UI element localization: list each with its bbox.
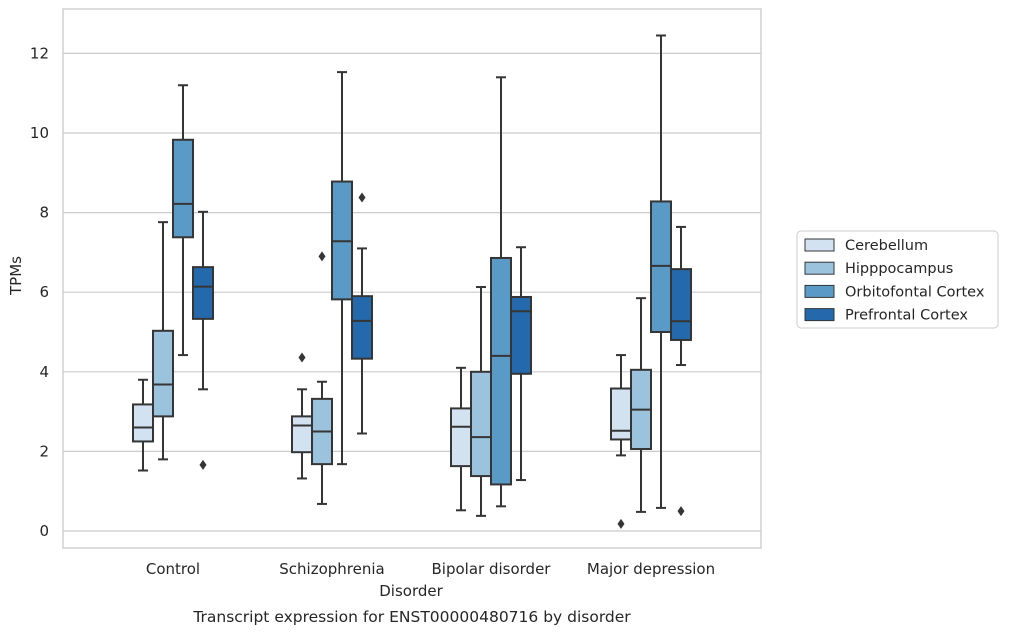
box-body — [610, 387, 632, 441]
box-orbitofontal-cortex — [172, 84, 194, 357]
y-tick-label: 0 — [39, 522, 49, 540]
box-hipppocampus — [152, 221, 174, 461]
y-tick-label: 4 — [39, 363, 49, 381]
box-body — [192, 266, 214, 320]
box-body — [510, 295, 532, 375]
box-prefrontal-cortex — [510, 246, 532, 482]
box-body — [490, 256, 512, 486]
outlier-point — [677, 506, 685, 517]
box-body — [132, 403, 154, 443]
outlier-point — [318, 251, 326, 262]
x-tick-label: Control — [146, 560, 200, 578]
legend-items: Cerebellum Hipppocampus Orbitofontal Corte… — [804, 238, 985, 324]
y-tick-label: 8 — [39, 204, 49, 222]
legend-swatch — [804, 261, 835, 275]
box-body — [670, 268, 692, 341]
box-hipppocampus — [470, 286, 492, 517]
box-orbitofontal-cortex — [490, 76, 512, 508]
box-body — [291, 415, 313, 454]
box-body — [470, 370, 492, 478]
box-prefrontal-cortex — [351, 192, 373, 435]
legend-label: Orbitofontal Cortex — [845, 284, 985, 300]
box-orbitofontal-cortex — [331, 71, 353, 466]
legend-frame — [796, 230, 999, 329]
box-body — [351, 295, 373, 360]
legend: Cerebellum Hipppocampus Orbitofontal Corte… — [796, 230, 999, 329]
box-prefrontal-cortex — [670, 225, 692, 517]
box-hipppocampus — [311, 251, 333, 505]
legend-swatch — [804, 284, 835, 298]
plot-frame — [62, 8, 762, 549]
box-body — [450, 407, 472, 468]
box-hipppocampus — [630, 297, 652, 513]
y-tick-label: 6 — [39, 283, 49, 301]
box-prefrontal-cortex — [192, 210, 214, 470]
box-cerebellum — [132, 378, 154, 472]
box-orbitofontal-cortex — [650, 34, 672, 509]
outlier-point — [358, 192, 366, 203]
x-axis-ticks: Control Schizophrenia Bipolar disorder Majo… — [146, 560, 715, 578]
legend-label: Cerebellum — [845, 238, 928, 254]
boxes — [132, 34, 692, 529]
x-tick-label: Schizophrenia — [279, 560, 384, 578]
x-tick-label: Bipolar disorder — [432, 560, 552, 578]
y-axis-label: TPMs — [7, 256, 25, 296]
x-tick-label: Major depression — [587, 560, 715, 578]
outlier-point — [199, 459, 207, 470]
y-tick-label: 12 — [30, 44, 49, 62]
box-cerebellum — [610, 354, 632, 529]
y-tick-label: 2 — [39, 442, 49, 460]
box-cerebellum — [450, 366, 472, 512]
legend-swatch — [804, 308, 835, 322]
x-axis-label: Disorder — [379, 582, 443, 600]
legend-label: Hipppocampus — [845, 261, 953, 277]
legend-swatch — [804, 238, 835, 252]
outlier-point — [298, 352, 306, 363]
box-body — [172, 138, 194, 239]
outlier-point — [617, 518, 625, 529]
chart-caption: Transcript expression for ENST0000048071… — [192, 608, 631, 626]
y-tick-label: 10 — [30, 124, 49, 142]
y-axis-ticks: 0 2 4 6 8 10 12 — [30, 44, 49, 540]
legend-label: Prefrontal Cortex — [845, 308, 968, 324]
box-body — [152, 329, 174, 418]
